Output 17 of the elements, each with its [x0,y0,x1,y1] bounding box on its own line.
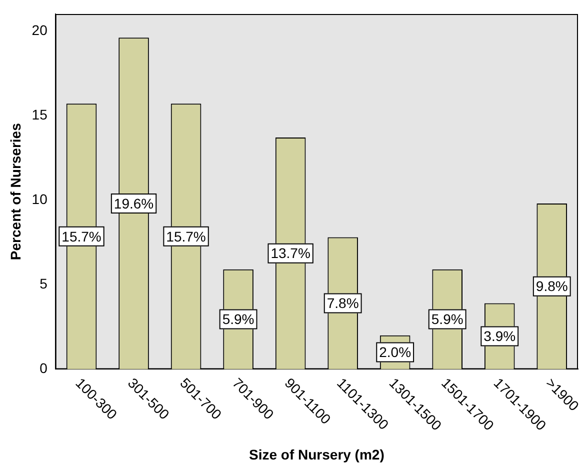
data-label: 9.8% [536,278,568,294]
data-label: 19.6% [114,195,154,212]
x-axis-title: Size of Nursery (m2) [249,446,384,462]
data-label: 5.9% [431,311,464,328]
y-axis-title: Percent of Nurseries [7,122,24,260]
data-label: 7.8% [326,295,359,312]
data-label: 15.7% [166,228,206,244]
y-tick-label: 5 [40,275,48,292]
y-tick-label: 10 [32,190,48,207]
data-label: 3.9% [484,328,516,344]
data-label: 5.9% [222,311,254,328]
data-label: 2.0% [379,344,412,360]
y-tick-label: 20 [32,22,48,38]
data-label: 15.7% [62,228,102,244]
data-label: 13.7% [270,245,310,262]
y-tick-label: 0 [40,360,48,376]
y-tick-label: 15 [32,106,48,122]
